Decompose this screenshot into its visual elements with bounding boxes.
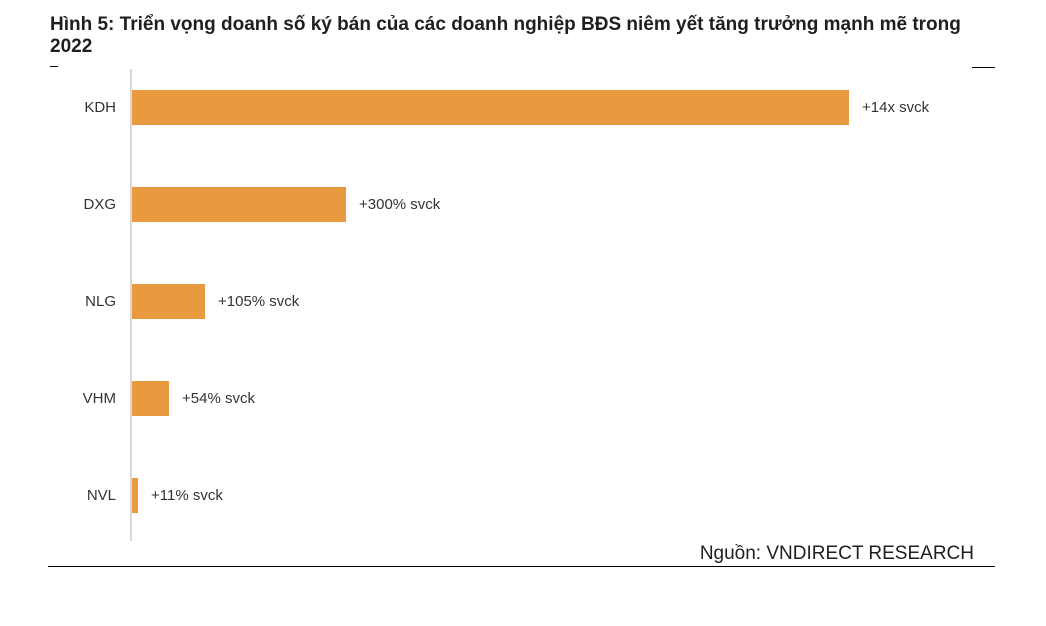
data-label: +11% svck — [151, 487, 223, 504]
figure-title: Hình 5: Triển vọng doanh số ký bán của c… — [50, 14, 961, 57]
bar — [132, 381, 169, 416]
title-rule-right — [972, 67, 995, 68]
bar — [132, 187, 346, 222]
bottom-rule — [48, 566, 995, 567]
y-axis-line — [130, 69, 132, 541]
bar — [132, 284, 205, 319]
data-label: +14x svck — [862, 99, 930, 116]
source-note: Nguồn: VNDIRECT RESEARCH — [699, 543, 974, 564]
category-label: VHM — [82, 390, 116, 407]
data-label: +105% svck — [218, 293, 300, 310]
bar — [132, 90, 849, 125]
category-label: KDH — [84, 99, 116, 116]
bar — [132, 478, 138, 513]
data-label: +54% svck — [182, 390, 255, 407]
category-label: DXG — [83, 196, 116, 213]
category-label: NLG — [85, 293, 116, 310]
title-rule-left — [50, 66, 58, 67]
category-label: NVL — [86, 487, 116, 504]
data-label: +300% svck — [359, 196, 441, 213]
